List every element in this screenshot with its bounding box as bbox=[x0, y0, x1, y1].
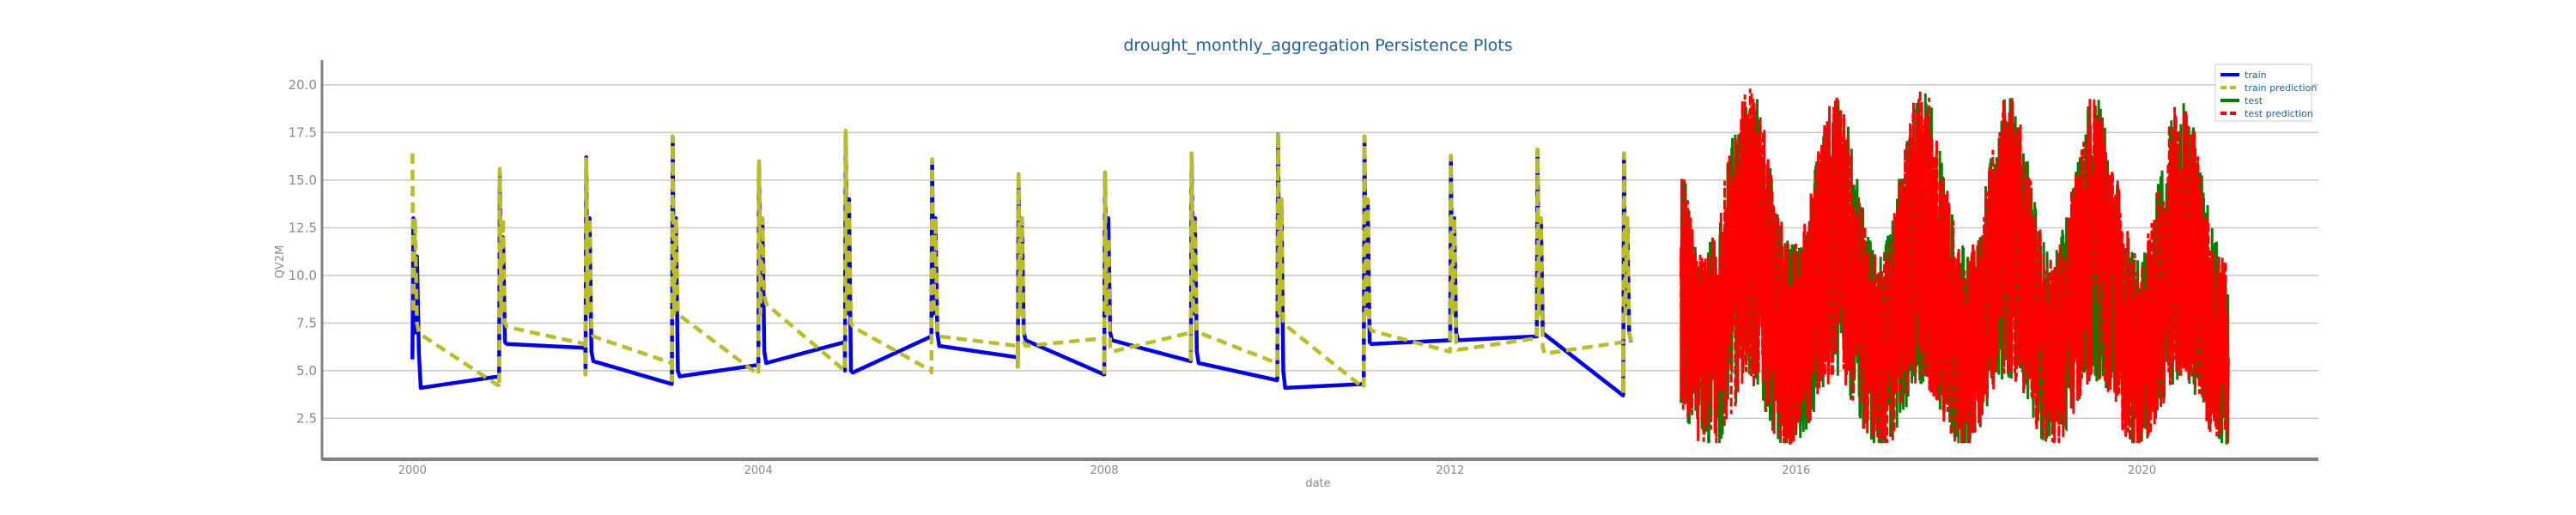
legend-label-test: test bbox=[2245, 95, 2263, 106]
y-tick-labels: 2.5 5.0 7.5 10.0 12.5 15.0 17.5 20.0 bbox=[289, 77, 317, 427]
x-tick-label: 2012 bbox=[1436, 464, 1464, 477]
axes bbox=[320, 60, 2318, 461]
y-tick-label: 12.5 bbox=[289, 220, 317, 235]
x-tick-labels: 2000 2004 2008 2012 2016 2020 bbox=[398, 464, 2156, 477]
y-tick-label: 10.0 bbox=[289, 268, 317, 283]
y-tick-label: 2.5 bbox=[296, 410, 317, 426]
y-tick-label: 15.0 bbox=[289, 173, 317, 188]
x-axis-label: date bbox=[1305, 477, 1330, 490]
x-tick-label: 2016 bbox=[1782, 464, 1810, 477]
series-line-train-prediction bbox=[410, 128, 1633, 396]
y-tick-label: 5.0 bbox=[296, 363, 317, 379]
gridlines bbox=[322, 84, 2318, 420]
legend-label-train-prediction: train prediction bbox=[2245, 82, 2317, 94]
legend-label-test-prediction: test prediction bbox=[2245, 108, 2313, 119]
y-tick-label: 17.5 bbox=[289, 124, 317, 140]
x-tick-label: 2008 bbox=[1090, 464, 1118, 477]
chart-title: drought_monthly_aggregation Persistence … bbox=[1123, 36, 1512, 55]
y-tick-label: 7.5 bbox=[296, 315, 317, 330]
x-tick-label: 2000 bbox=[398, 464, 427, 477]
y-axis-label: QV2M bbox=[274, 245, 287, 279]
x-tick-label: 2004 bbox=[744, 464, 773, 477]
x-tick-label: 2020 bbox=[2128, 464, 2156, 477]
legend-label-train: train bbox=[2245, 70, 2267, 81]
legend: train train prediction test test predict… bbox=[2215, 64, 2317, 122]
y-tick-label: 20.0 bbox=[289, 77, 317, 93]
series-line-test-prediction bbox=[1679, 88, 2230, 445]
series-lines bbox=[410, 88, 2230, 445]
